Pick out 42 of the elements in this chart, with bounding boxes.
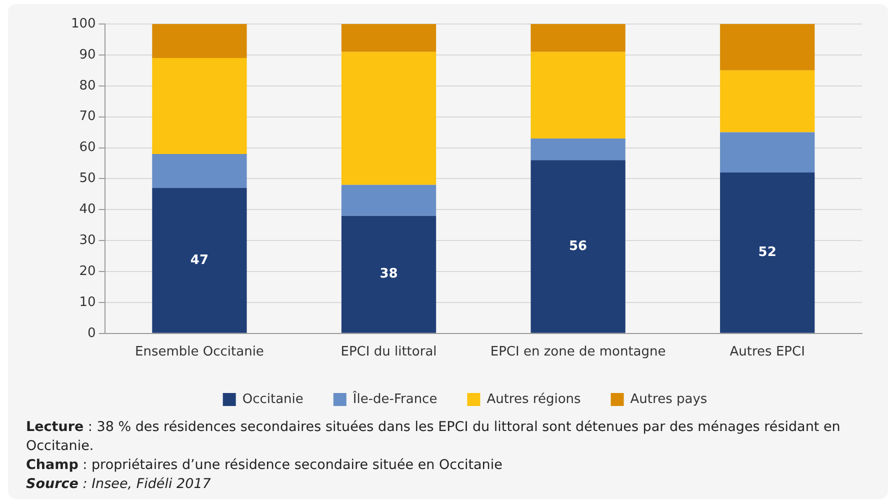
x-tick-label: Ensemble Occitanie [134,344,264,360]
x-tick-label: Autres EPCI [730,344,805,360]
bar [720,172,815,333]
legend-label: Île-de-France [352,390,438,407]
bar [341,216,436,333]
bar [152,188,247,333]
bar [341,52,436,185]
legend-label: Autres pays [630,392,708,407]
y-tick-label: 70 [79,109,96,124]
y-tick-label: 20 [79,264,96,279]
bar [152,58,247,154]
bar [341,184,436,216]
text: Lecture : 38 % des résidences secondaires situées dans les EPCI du littoral sont détenues par des ménages résidant en Occitanie. [26,419,840,454]
y-tick-label: 0 [88,326,96,341]
data-label: 47 [190,252,209,268]
x-tick-label: EPCI en zone de montagne [490,344,666,360]
bar [152,24,247,58]
bar [720,70,815,132]
bar [341,24,436,52]
y-tick-label: 50 [79,171,96,186]
data-label: 52 [758,245,776,260]
bar [530,24,626,52]
bar [530,138,626,160]
y-tick-label: 80 [79,78,96,94]
y-tick-label: 60 [79,140,96,156]
y-tick-label: 40 [79,202,96,218]
bar [720,24,815,70]
y-tick-label: 30 [79,232,96,248]
bar [720,132,815,173]
text: Champ : propriétaires d’une résidence secondaire située en Occitanie [26,457,502,473]
bar [152,154,247,188]
x-tick-label: EPCI du littoral [340,344,437,360]
legend-label: Autres régions [486,392,582,407]
data-label: 56 [569,238,588,254]
y-tick-label: 90 [79,47,96,62]
legend-label: Occitanie [242,392,304,407]
bar [530,52,626,138]
y-tick-label: 10 [79,294,96,310]
y-tick-label: 100 [70,16,96,32]
source-note: Source : Insee, Fidéli 2017 [26,476,211,492]
bar [530,160,626,333]
data-label: 38 [380,266,398,282]
